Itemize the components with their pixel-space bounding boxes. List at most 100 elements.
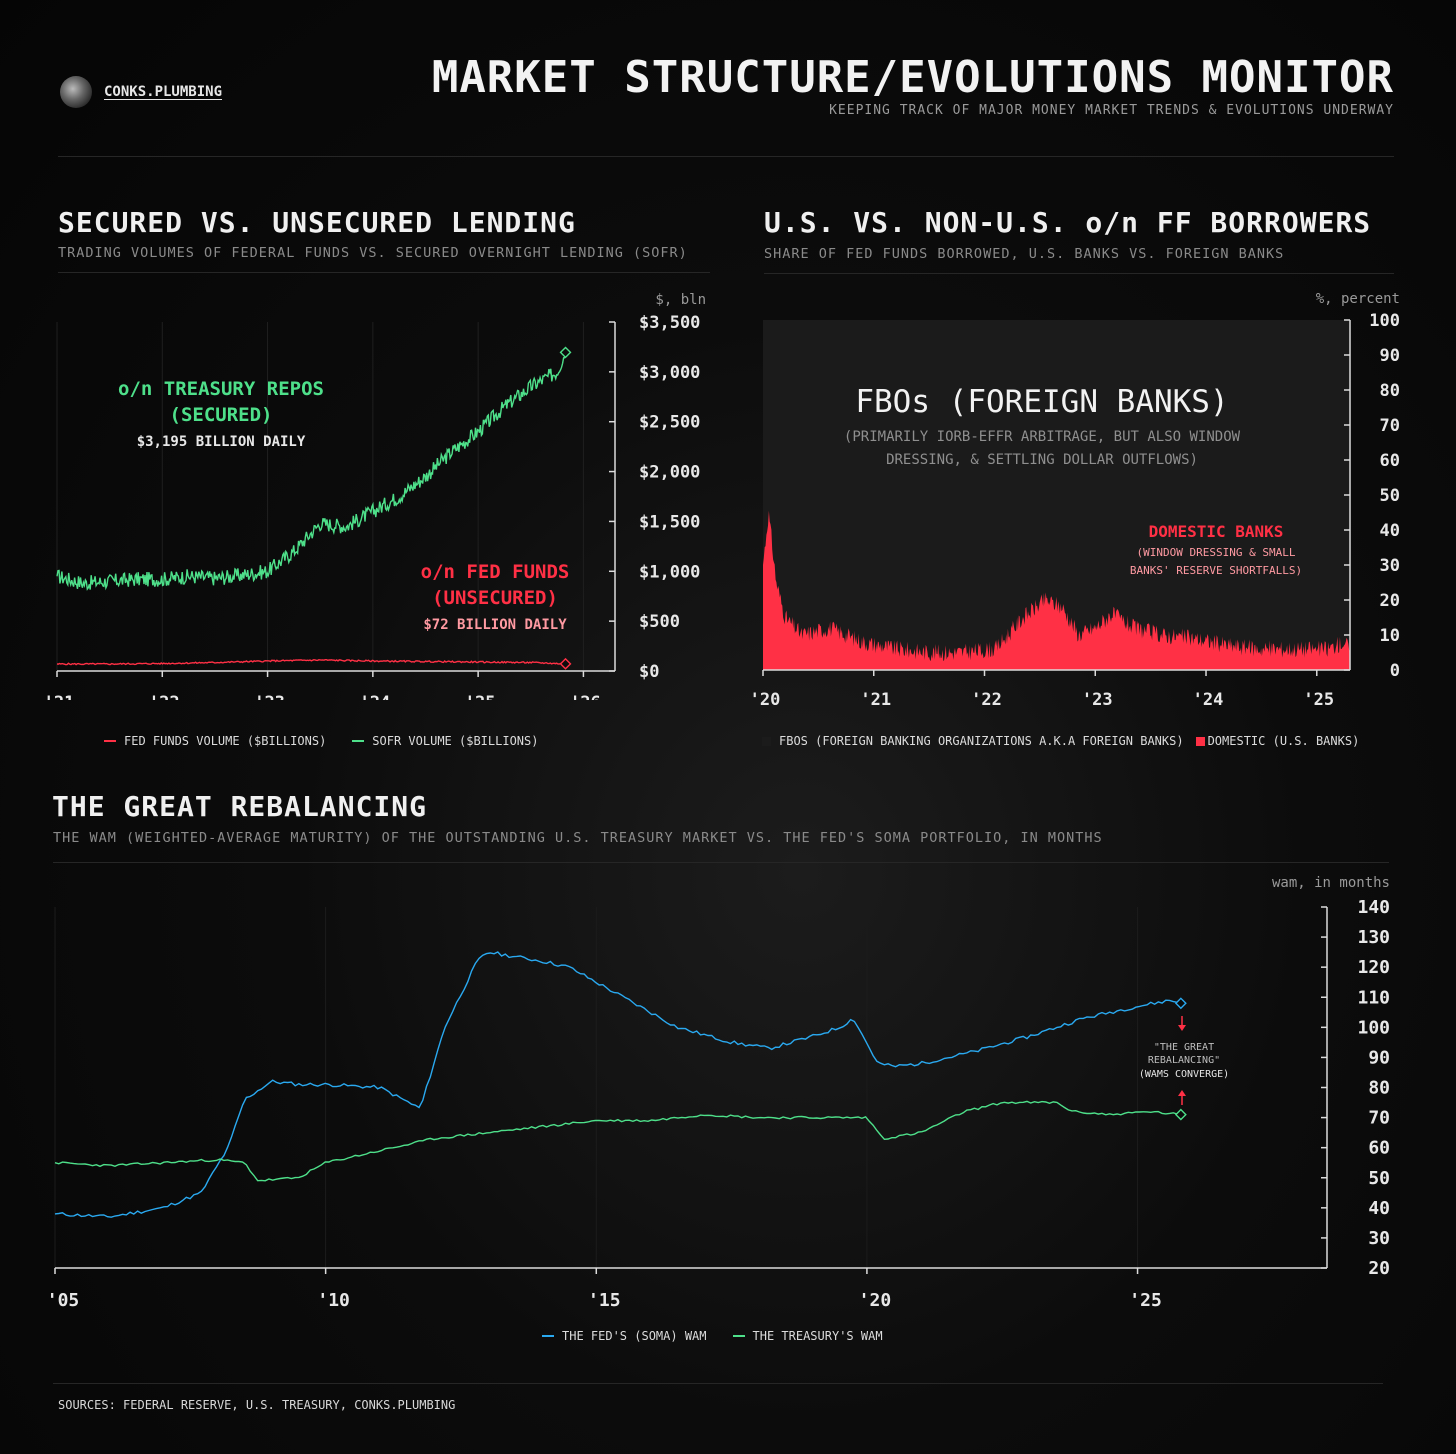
y-tick-label: 90: [1380, 346, 1400, 366]
borrowers-legend: FBOS (FOREIGN BANKING ORGANIZATIONS A.K.…: [762, 734, 1359, 748]
y-tick-label: $0: [639, 662, 659, 682]
rebalancing-chart: '05 '10 '15 '20 '25 20 30 40 50 60 70 80 90 100 110 120…: [47, 875, 1390, 1311]
rebalancing-title: THE GREAT REBALANCING: [52, 790, 428, 823]
secured-divider: [58, 272, 710, 273]
y-tick-label: 130: [1357, 927, 1390, 948]
ann-green-3: $3,195 BILLION DAILY: [137, 434, 306, 450]
ann-fbo-1: FBOs (FOREIGN BANKS): [855, 384, 1228, 420]
x-tick-label: '25: [465, 693, 496, 700]
legend-fed-wam[interactable]: THE FED'S (SOMA) WAM: [542, 1329, 707, 1343]
fed-funds-volume-line: [56, 658, 566, 666]
y-tick-label: 60: [1368, 1138, 1390, 1159]
borrowers-chart: '20 '21 '22 '23 '24 '25 0 10 20 30 40 50 60 70 80 90 100…: [750, 291, 1400, 710]
y-tick-label: $2,500: [639, 413, 700, 433]
y-tick-label: 10: [1380, 626, 1400, 646]
ann-dom-3: BANKS' RESERVE SHORTFALLS): [1130, 564, 1302, 577]
borrowers-unit-label: %, percent: [1316, 291, 1400, 307]
page-subtitle: KEEPING TRACK OF MAJOR MONEY MARKET TREN…: [829, 103, 1394, 118]
rebalancing-subtitle: THE WAM (WEIGHTED-AVERAGE MATURITY) OF T…: [53, 830, 1103, 846]
borrowers-title: U.S. VS. NON-U.S. o/n FF BORROWERS: [764, 206, 1372, 239]
y-tick-label: 50: [1368, 1168, 1390, 1189]
treasury-wam-line: [54, 1100, 1182, 1182]
sources: SOURCES: FEDERAL RESERVE, U.S. TREASURY,…: [58, 1398, 456, 1412]
y-tick-label: $2,000: [639, 463, 700, 483]
sofr-end-marker: [559, 346, 572, 359]
brand: CONKS.PLUMBING: [60, 76, 222, 108]
x-tick-label: '22: [149, 693, 180, 700]
rebalancing-divider: [53, 862, 1389, 863]
fed-funds-end-marker: [559, 657, 572, 670]
legend-domestic[interactable]: DOMESTIC (U.S. BANKS): [1195, 734, 1360, 748]
header-divider: [58, 156, 1394, 157]
secured-chart: '21 '22 '23 '24 '25 '26 $0 $500 $1,000 $1,500 $2,0…: [44, 292, 706, 700]
ann-fbo-3: DRESSING, & SETTLING DOLLAR OUTFLOWS): [886, 452, 1198, 468]
x-tick-label: '21: [860, 690, 891, 710]
ann-red-2: (UNSECURED): [432, 587, 558, 609]
y-tick-label: 110: [1357, 987, 1390, 1008]
x-tick-label: '20: [750, 690, 781, 710]
legend-sofr-label: SOFR VOLUME ($BILLIONS): [372, 734, 539, 748]
y-tick-label: 50: [1380, 486, 1400, 506]
y-tick-label: 120: [1357, 957, 1390, 978]
y-tick-label: 30: [1368, 1228, 1390, 1249]
x-tick-label: '23: [254, 693, 285, 700]
legend-fed-funds[interactable]: FED FUNDS VOLUME ($BILLIONS): [104, 734, 326, 748]
y-tick-label: 90: [1368, 1047, 1390, 1068]
ann-red-3: $72 BILLION DAILY: [423, 617, 567, 633]
x-tick-label: '22: [971, 690, 1002, 710]
y-tick-label: 70: [1380, 416, 1400, 436]
fed-wam-line: [54, 951, 1182, 1218]
x-tick-label: '10: [317, 1290, 350, 1311]
legend-fbo[interactable]: FBOS (FOREIGN BANKING ORGANIZATIONS A.K.…: [762, 734, 1184, 748]
ann-red-1: o/n FED FUNDS: [421, 561, 570, 583]
y-tick-label: 140: [1357, 897, 1390, 918]
secured-unit-label: $, bln: [655, 292, 706, 308]
legend-domestic-label: DOMESTIC (U.S. BANKS): [1207, 734, 1360, 748]
legend-sofr[interactable]: SOFR VOLUME ($BILLIONS): [352, 734, 538, 748]
y-tick-label: 0: [1390, 661, 1400, 681]
y-tick-label: $1,000: [639, 562, 700, 582]
borrowers-subtitle: SHARE OF FED FUNDS BORROWED, U.S. BANKS …: [764, 246, 1285, 262]
brand-link[interactable]: CONKS.PLUMBING: [104, 84, 223, 100]
y-tick-label: 60: [1380, 451, 1400, 471]
sofr-volume-line: [56, 352, 567, 591]
avatar: [60, 76, 92, 108]
y-tick-label: 20: [1368, 1258, 1390, 1279]
y-tick-label: $3,500: [639, 313, 700, 333]
x-tick-label: '25: [1303, 690, 1334, 710]
y-tick-label: 30: [1380, 556, 1400, 576]
y-tick-label: 40: [1368, 1198, 1390, 1219]
rebalancing-unit-label: wam, in months: [1272, 875, 1390, 891]
y-tick-label: 80: [1380, 381, 1400, 401]
y-tick-label: $1,500: [639, 512, 700, 532]
y-tick-label: 70: [1368, 1108, 1390, 1129]
y-tick-label: $3,000: [639, 363, 700, 383]
x-tick-label: '21: [44, 693, 75, 700]
domestic-share-area: [763, 510, 1350, 670]
treasury-wam-end-marker: [1174, 1108, 1187, 1121]
ann-green-1: o/n TREASURY REPOS: [118, 378, 324, 400]
secured-subtitle: TRADING VOLUMES OF FEDERAL FUNDS VS. SEC…: [58, 245, 688, 261]
x-tick-label: '05: [47, 1290, 80, 1311]
ann-fbo-2: (PRIMARILY IORB-EFFR ARBITRAGE, BUT ALSO…: [844, 429, 1241, 445]
ann-green-2: (SECURED): [170, 404, 273, 426]
legend-treasury-wam[interactable]: THE TREASURY'S WAM: [732, 1329, 883, 1343]
x-tick-label: '26: [570, 693, 601, 700]
footer-divider: [53, 1383, 1383, 1384]
ann-rebal-2: REBALANCING": [1148, 1055, 1220, 1066]
y-tick-label: $500: [639, 612, 680, 632]
converge-arrows: [1178, 1016, 1186, 1105]
y-tick-label: 20: [1380, 591, 1400, 611]
borrowers-divider: [764, 273, 1394, 274]
x-tick-label: '24: [1193, 690, 1224, 710]
arrow-down-head-icon: [1178, 1025, 1186, 1031]
secured-title: SECURED VS. UNSECURED LENDING: [58, 206, 576, 239]
ann-rebal-3: (WAMS CONVERGE): [1139, 1069, 1229, 1080]
page-title: MARKET STRUCTURE/EVOLUTIONS MONITOR: [431, 52, 1394, 103]
x-tick-label: '23: [1082, 690, 1113, 710]
x-tick-label: '20: [859, 1290, 892, 1311]
y-tick-label: 100: [1369, 311, 1400, 331]
y-tick-label: 80: [1368, 1078, 1390, 1099]
ann-dom-2: (WINDOW DRESSING & SMALL: [1137, 546, 1296, 559]
y-tick-label: 40: [1380, 521, 1400, 541]
